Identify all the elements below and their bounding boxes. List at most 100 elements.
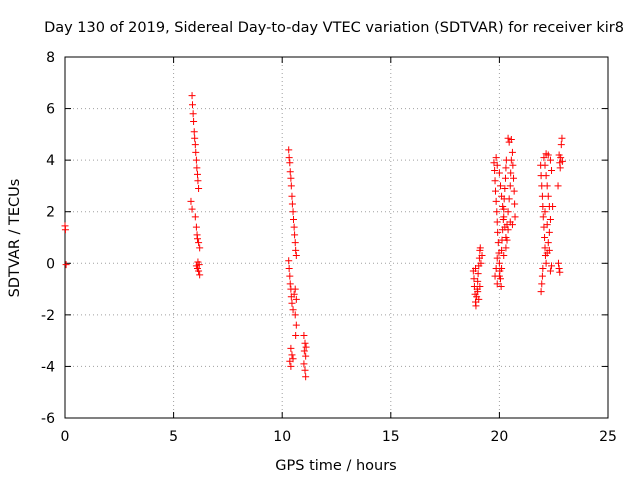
data-point [544,151,552,159]
data-point [476,244,484,252]
data-point [538,280,546,288]
data-point [503,236,511,244]
data-point [538,192,546,200]
data-point [474,270,482,278]
data-point [494,228,502,236]
data-point [195,261,203,269]
data-point [286,272,294,280]
data-point [291,311,299,319]
x-tick-label: 20 [490,429,508,445]
data-point [189,110,197,118]
data-point [491,177,499,185]
data-point [289,306,297,314]
data-point [286,168,294,176]
data-point [287,174,295,182]
data-point [506,182,514,190]
data-point [556,164,564,172]
data-point [287,344,295,352]
y-axis: -6 -4 -2 0 2 4 6 8 [41,50,608,427]
y-tick-label: -2 [41,308,55,324]
data-point [492,154,500,162]
data-point [188,101,196,109]
data-point [558,134,566,142]
data-point [558,157,566,165]
data-point [501,185,509,193]
data-point [495,169,503,177]
data-point [286,280,294,288]
data-point [292,246,300,254]
data-point [287,182,295,190]
data-point [495,272,503,280]
data-point [500,252,508,260]
data-point [196,271,204,279]
x-axis: 0 5 10 15 20 25 [61,57,617,445]
data-point [285,264,293,272]
chart-title: Day 130 of 2019, Sidereal Day-to-day VTE… [44,20,624,36]
data-point [548,262,556,270]
data-point [493,280,501,288]
data-point [300,331,308,339]
data-point [285,257,293,265]
data-point [474,277,482,285]
data-point [508,148,516,156]
data-point [292,321,300,329]
x-tick-label: 5 [169,429,178,445]
y-tick-label: 0 [46,256,55,272]
data-point [476,282,484,290]
data-point [62,261,70,269]
data-point [543,221,551,229]
data-point [302,343,310,351]
data-point [546,156,554,164]
y-axis-label: SDTVAR / TECUs [7,179,23,298]
data-point [504,134,512,142]
data-point [286,159,294,167]
data-point [544,192,552,200]
data-point [187,197,195,205]
data-point [542,259,550,267]
data-point [300,347,308,355]
data-point [291,239,299,247]
data-point [557,141,565,149]
data-point [291,231,299,239]
data-points [61,92,566,381]
data-point [61,226,69,234]
data-point [302,373,310,381]
data-point [509,161,517,169]
data-point [507,169,515,177]
data-point [290,223,298,231]
data-point [493,218,501,226]
data-point [511,213,519,221]
data-point [190,117,198,125]
data-point [541,208,549,216]
data-point [554,259,562,267]
data-point [491,166,499,174]
data-point [493,161,501,169]
data-point [478,252,486,260]
data-point [289,215,297,223]
y-tick-label: -6 [41,411,55,427]
data-point [195,239,203,247]
data-point [192,148,200,156]
data-point [289,208,297,216]
grid-lines [65,57,608,418]
data-point [541,161,549,169]
data-point [292,252,300,260]
data-point [504,208,512,216]
data-point [540,154,548,162]
data-point [504,226,512,234]
data-point [491,187,499,195]
data-point [472,264,480,272]
y-tick-label: 6 [46,102,55,118]
data-point [474,288,482,296]
data-point [475,295,483,303]
data-point [192,223,200,231]
data-point [472,302,480,310]
data-point [289,355,297,363]
data-point [541,244,549,252]
data-point [494,239,502,247]
data-point [291,285,299,293]
data-point [539,203,547,211]
data-point [545,246,553,254]
data-point [287,362,295,370]
data-point [505,195,513,203]
